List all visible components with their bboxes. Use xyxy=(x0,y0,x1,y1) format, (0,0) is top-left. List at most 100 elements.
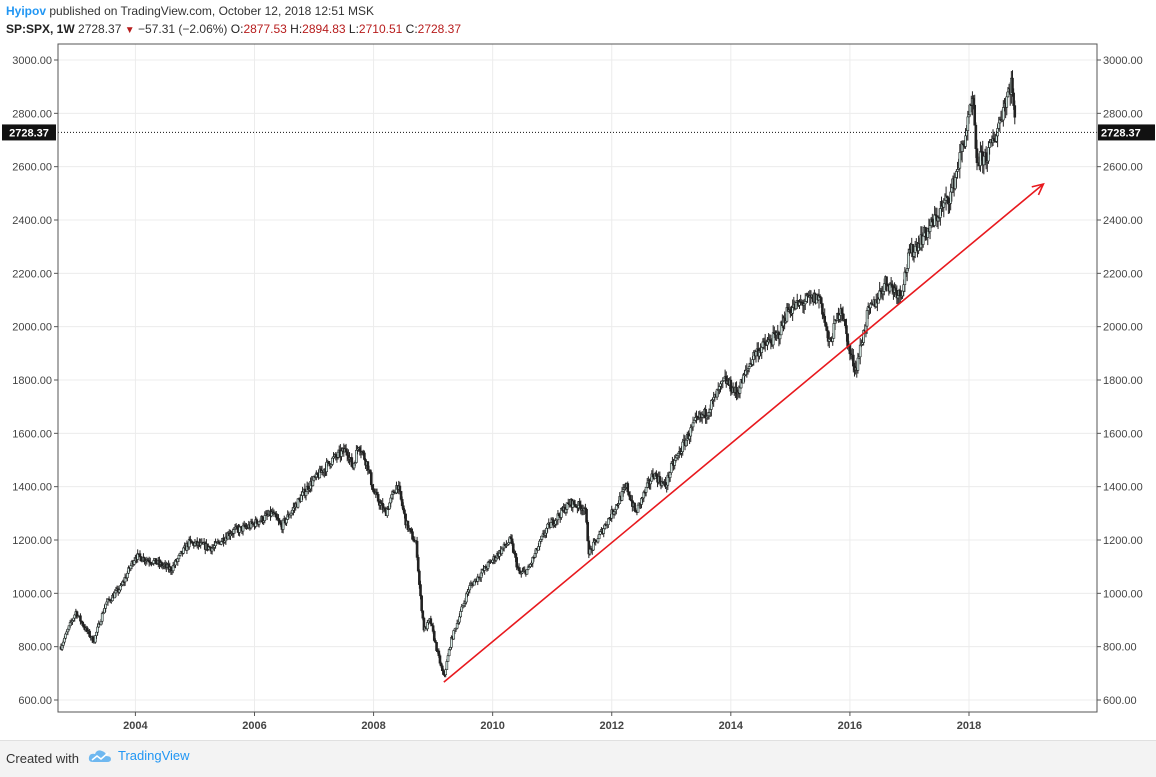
low-label: L: xyxy=(348,22,359,36)
y-tick-label-left: 1000.00 xyxy=(12,588,52,600)
axes: 600.00 600.00 800.00 800.00 1000.00 1000.00 12… xyxy=(12,43,1143,732)
y-tick-label-left: 3000.00 xyxy=(12,55,52,67)
candle-body xyxy=(468,585,472,591)
y-tick-label-right: 1200.00 xyxy=(1103,535,1143,547)
trendline xyxy=(443,183,1044,683)
price-change: −57.31 (−2.06%) xyxy=(138,22,228,36)
x-tick-label: 2018 xyxy=(957,720,981,732)
candle-body xyxy=(444,669,448,675)
y-tick-label-right: 2200.00 xyxy=(1103,268,1143,280)
y-tick-label-right: 2400.00 xyxy=(1103,215,1143,227)
y-tick-label-right: 2800.00 xyxy=(1103,108,1143,120)
y-tick-label-left: 1400.00 xyxy=(12,482,52,494)
x-tick-label: 2012 xyxy=(599,720,623,732)
overlay: 2728.37 2728.37 xyxy=(2,124,1155,683)
candle-body xyxy=(626,483,630,493)
last-price-tag-right xyxy=(1098,124,1155,141)
candle-body xyxy=(459,611,462,618)
candle-body xyxy=(445,661,449,670)
candle-body xyxy=(64,633,67,639)
tradingview-link[interactable]: TradingView xyxy=(88,748,190,763)
y-tick-label-right: 1400.00 xyxy=(1103,482,1143,494)
candle-body xyxy=(819,297,823,304)
candle-series xyxy=(59,70,1017,678)
footer: Created with TradingView xyxy=(0,740,1156,777)
candle-body xyxy=(921,235,925,245)
candle-body xyxy=(350,457,354,467)
candle-body xyxy=(154,558,158,565)
last-price-tag-left xyxy=(2,124,56,141)
candle-body xyxy=(104,603,107,609)
candle-body xyxy=(446,655,450,662)
candle-body xyxy=(419,584,422,597)
y-tick-label-right: 600.00 xyxy=(1103,695,1137,707)
y-tick-label-left: 1600.00 xyxy=(12,428,52,440)
created-with-text: Created with xyxy=(6,751,79,766)
candle-body xyxy=(255,519,259,524)
close-value: 2728.37 xyxy=(417,22,462,36)
candle-body xyxy=(596,538,600,543)
symbol-label: SP:SPX, 1W xyxy=(6,22,75,36)
candle-body xyxy=(398,485,402,492)
x-tick-label: 2014 xyxy=(719,720,744,732)
candle-body xyxy=(669,463,673,473)
candle-body xyxy=(845,325,848,335)
candle-body xyxy=(219,541,223,545)
candle-body xyxy=(79,615,82,622)
open-value: 2877.53 xyxy=(243,22,287,36)
candle-body xyxy=(100,613,104,622)
y-tick-label-left: 600.00 xyxy=(18,695,52,707)
candle-body xyxy=(285,519,288,524)
author-name[interactable]: Hyipov xyxy=(6,4,47,18)
candle-body xyxy=(988,142,991,148)
x-tick-label: 2004 xyxy=(123,720,148,732)
candle-body xyxy=(369,472,373,486)
candle-body xyxy=(607,518,610,525)
y-tick-label-left: 2400.00 xyxy=(12,215,52,227)
last-price-label-right: 2728.37 xyxy=(1101,127,1141,139)
y-tick-label-left: 1200.00 xyxy=(12,535,52,547)
candle-body xyxy=(549,522,553,528)
x-tick-label: 2006 xyxy=(242,720,266,732)
candle-body xyxy=(973,104,977,126)
trendline-arrowhead xyxy=(1031,182,1045,196)
grid-lines xyxy=(58,44,1097,712)
publish-info: Hyipov published on TradingView.com, Oct… xyxy=(6,4,374,18)
candle-body xyxy=(691,422,695,428)
x-tick-label: 2016 xyxy=(838,720,862,732)
brand-label: TradingView xyxy=(118,748,190,763)
y-tick-label-left: 2600.00 xyxy=(12,162,52,174)
plot-frame xyxy=(57,43,1098,713)
candle-body xyxy=(429,618,433,625)
y-tick-label-right: 2000.00 xyxy=(1103,322,1143,334)
published-text: published on TradingView.com, October 12… xyxy=(49,4,375,18)
candle-body xyxy=(263,515,267,521)
candle-body xyxy=(856,357,860,371)
x-tick-label: 2008 xyxy=(361,720,385,732)
y-tick-label-right: 1600.00 xyxy=(1103,428,1143,440)
cloud-icon xyxy=(88,749,111,762)
y-tick-label-left: 2200.00 xyxy=(12,268,52,280)
y-tick-label-right: 1800.00 xyxy=(1103,375,1143,387)
y-tick-label-left: 800.00 xyxy=(18,642,52,654)
chart-background xyxy=(0,42,1156,740)
high-label: H: xyxy=(290,22,303,36)
open-label: O: xyxy=(230,22,244,36)
down-arrow-icon: ▼ xyxy=(124,25,135,36)
ohlc-legend: SP:SPX, 1W 2728.37 ▼ −57.31 (−2.06%) O:2… xyxy=(6,22,461,36)
candle-body xyxy=(420,595,423,612)
candle-body xyxy=(1013,105,1017,118)
candle-body xyxy=(885,276,888,285)
y-tick-label-right: 1000.00 xyxy=(1103,588,1143,600)
candle-body xyxy=(1006,91,1010,98)
candle-body xyxy=(831,337,835,342)
high-value: 2894.83 xyxy=(302,22,346,36)
candle-body xyxy=(778,334,782,340)
close-label: C: xyxy=(405,22,418,36)
x-tick-label: 2010 xyxy=(480,720,504,732)
candle-body xyxy=(416,557,420,572)
price-chart[interactable]: 2728.37 2728.37 600.00 600.00 800.00 800.00 1… xyxy=(0,42,1156,740)
candle-body xyxy=(442,670,445,675)
y-tick-label-right: 3000.00 xyxy=(1103,55,1143,67)
y-tick-label-left: 1800.00 xyxy=(12,375,52,387)
